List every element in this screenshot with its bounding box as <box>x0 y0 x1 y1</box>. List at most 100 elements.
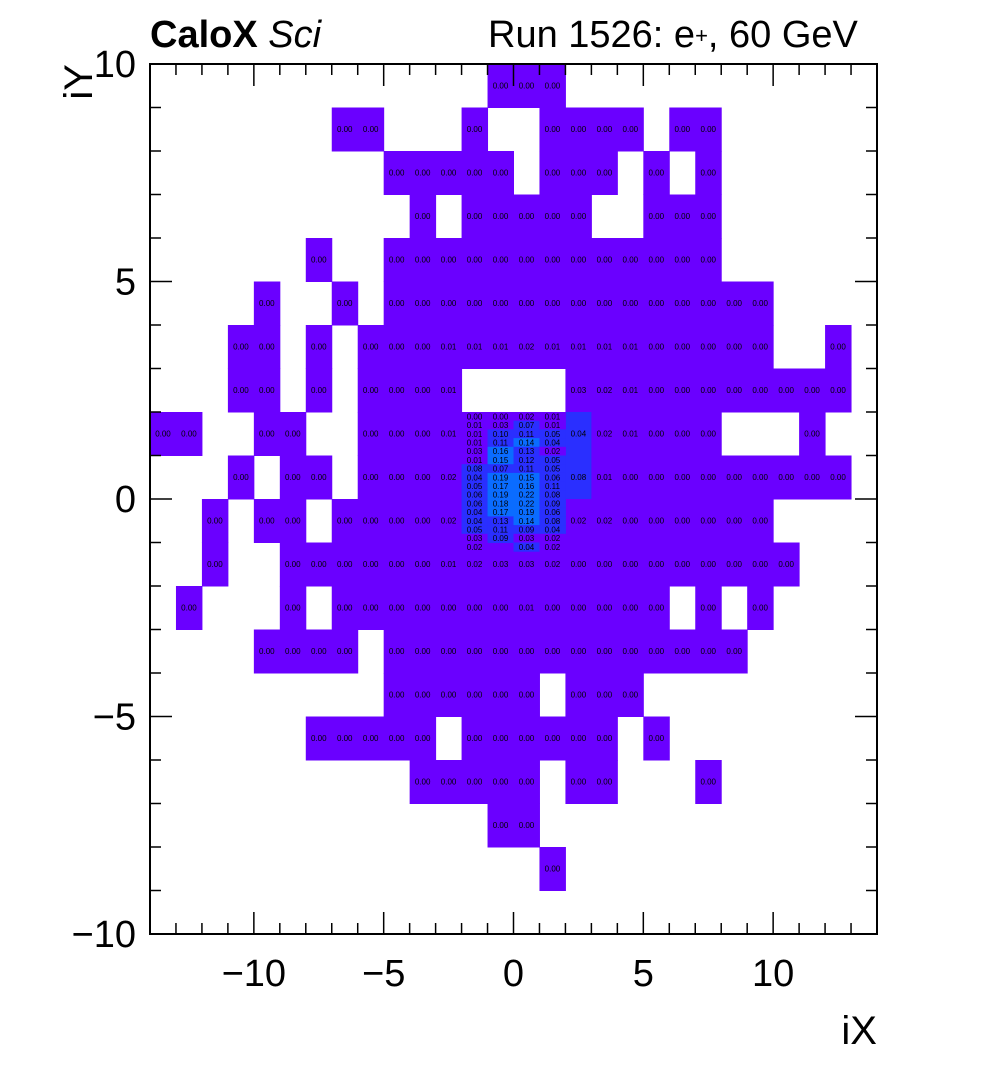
cell-value-label: 0.00 <box>649 255 665 264</box>
heatmap-cell <box>409 455 437 500</box>
cell-value-label: 0.00 <box>363 560 379 569</box>
cell-value-label: 0.00 <box>259 342 275 351</box>
heatmap-cell <box>487 803 514 848</box>
core-cell-value-label: 0.16 <box>493 447 509 456</box>
heatmap-core-cell <box>513 516 540 526</box>
cell-value-label: 0.00 <box>700 342 716 351</box>
cell-value-label: 0.00 <box>597 690 613 699</box>
heatmap-cell <box>279 412 307 456</box>
cell-value-label: 0.03 <box>519 560 535 569</box>
cell-value-label: 0.00 <box>674 560 690 569</box>
heatmap-cell <box>461 716 489 761</box>
core-cell-value-label: 0.02 <box>519 412 535 421</box>
cell-value-label: 0.00 <box>571 212 587 221</box>
core-cell-value-label: 0.12 <box>519 456 535 465</box>
heatmap-core-cell <box>539 499 566 509</box>
heatmap-cell <box>565 194 592 239</box>
cell-value-label: 0.00 <box>363 473 379 482</box>
heatmap-cell <box>721 368 748 413</box>
heatmap-cell <box>409 368 437 413</box>
x-tick-label: 5 <box>633 953 654 995</box>
cell-value-label: 0.00 <box>467 125 483 134</box>
heatmap-cell <box>227 455 255 500</box>
cell-value-label: 0.00 <box>700 560 716 569</box>
core-cell-value-label: 0.06 <box>545 508 561 517</box>
cell-value-label: 0.00 <box>389 603 405 612</box>
cell-value-label: 0.00 <box>545 603 561 612</box>
cell-value-label: 0.00 <box>389 734 405 743</box>
y-axis-label: iY <box>57 64 101 100</box>
heatmap-cell <box>305 542 333 587</box>
heatmap-cell <box>383 325 411 369</box>
cell-value-label: 0.00 <box>700 647 716 656</box>
heatmap-cell <box>669 107 696 152</box>
heatmap-cell <box>695 412 722 456</box>
cell-value-label: 0.00 <box>649 386 665 395</box>
heatmap-cell <box>331 716 359 761</box>
cell-value-label: 0.00 <box>415 777 431 786</box>
cell-value-label: 0.01 <box>493 342 509 351</box>
cell-value-label: 0.00 <box>389 299 405 308</box>
core-cell-value-label: 0.02 <box>467 543 483 552</box>
cell-value-label: 0.00 <box>285 516 301 525</box>
heatmap-cell <box>383 542 411 587</box>
heatmap-cell <box>669 238 696 282</box>
cell-value-label: 0.03 <box>493 560 509 569</box>
heatmap-cell <box>747 368 774 413</box>
experiment-label: CaloX Sci <box>150 14 321 57</box>
core-cell-value-label: 0.04 <box>467 473 483 482</box>
cell-value-label: 0.00 <box>337 647 353 656</box>
cell-value-label: 0.00 <box>337 603 353 612</box>
heatmap-core-cell <box>487 464 514 474</box>
cell-value-label: 0.00 <box>674 125 690 134</box>
cell-value-label: 0.00 <box>674 342 690 351</box>
heatmap-cell <box>773 542 800 587</box>
heatmap-cell <box>591 760 618 804</box>
core-cell-value-label: 0.09 <box>519 525 535 534</box>
heatmap-core-cell <box>461 472 489 483</box>
heatmap-cell <box>487 760 514 804</box>
heatmap-cell <box>643 368 670 413</box>
cell-value-label: 0.00 <box>519 821 535 830</box>
core-cell-value-label: 0.04 <box>467 508 483 517</box>
heatmap-cell <box>305 455 333 500</box>
heatmap-cell <box>591 412 618 456</box>
core-cell-value-label: 0.16 <box>519 482 535 491</box>
heatmap-core-cell <box>487 490 514 500</box>
heatmap-cell <box>487 151 514 195</box>
heatmap-cell <box>617 412 644 456</box>
cell-value-label: 0.00 <box>571 690 587 699</box>
heatmap-cell <box>253 499 281 543</box>
heatmap-core-cell <box>539 446 566 456</box>
heatmap-cell <box>565 499 592 543</box>
cell-value-label: 0.00 <box>700 212 716 221</box>
heatmap-cell <box>305 716 333 761</box>
heatmap-cell <box>409 716 437 761</box>
heatmap-cell <box>227 368 255 413</box>
heatmap-cell <box>150 412 177 456</box>
core-cell-value-label: 0.06 <box>545 473 561 482</box>
heatmap-core-cell <box>461 429 489 439</box>
core-cell-value-label: 0.11 <box>493 525 509 534</box>
cell-value-label: 0.00 <box>441 255 457 264</box>
cell-value-label: 0.01 <box>441 560 457 569</box>
cell-value-label: 0.00 <box>519 212 535 221</box>
cell-value-label: 0.00 <box>519 690 535 699</box>
heatmap-cell <box>565 325 592 369</box>
heatmap-cell <box>279 499 307 543</box>
cell-value-label: 0.00 <box>389 255 405 264</box>
cell-value-label: 0.02 <box>571 516 587 525</box>
heatmap-cell <box>487 325 514 369</box>
heatmap-cell <box>695 281 722 326</box>
core-cell-value-label: 0.00 <box>493 412 509 421</box>
cell-value-label: 0.00 <box>493 168 509 177</box>
cell-value-label: 0.00 <box>545 734 561 743</box>
x-tick-label: −5 <box>362 953 405 995</box>
heatmap-cell <box>513 673 540 717</box>
cell-value-label: 0.01 <box>545 342 561 351</box>
cell-value-label: 0.00 <box>415 473 431 482</box>
cell-value-label: 0.00 <box>311 647 327 656</box>
cell-value-label: 0.00 <box>597 647 613 656</box>
heatmap-cell <box>565 673 592 717</box>
heatmap-cell <box>487 542 514 587</box>
